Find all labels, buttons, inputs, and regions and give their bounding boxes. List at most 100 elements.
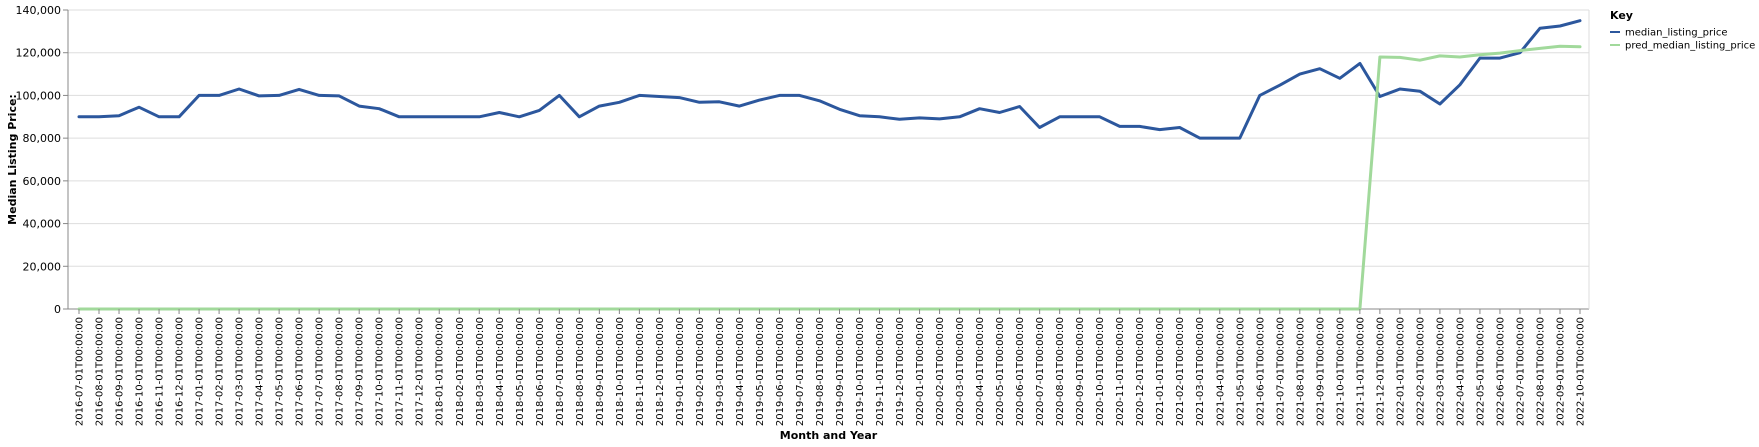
x-tick-label: 2017-05-01T00:00:00 — [275, 317, 286, 426]
y-tick-label: 0 — [54, 303, 61, 316]
x-tick-label: 2019-06-01T00:00:00 — [775, 317, 786, 426]
x-tick-label: 2017-10-01T00:00:00 — [375, 317, 386, 426]
y-tick-label: 100,000 — [16, 89, 62, 102]
x-tick-label: 2017-02-01T00:00:00 — [215, 317, 226, 426]
x-tick-label: 2022-10-01T00:00:00 — [1576, 317, 1587, 426]
x-tick-label: 2020-04-01T00:00:00 — [975, 317, 986, 426]
x-tick-label: 2018-08-01T00:00:00 — [575, 317, 586, 426]
x-tick-label: 2021-07-01T00:00:00 — [1275, 317, 1286, 426]
x-tick-label: 2016-09-01T00:00:00 — [115, 317, 126, 426]
series-lines — [77, 19, 1582, 311]
series-line-median-listing-price — [77, 19, 1582, 140]
x-tick-label: 2020-09-01T00:00:00 — [1075, 317, 1086, 426]
x-tick-label: 2018-07-01T00:00:00 — [555, 317, 566, 426]
x-tick-label: 2019-03-01T00:00:00 — [715, 317, 726, 426]
x-tick-label: 2018-11-01T00:00:00 — [635, 317, 646, 426]
y-tick-label: 80,000 — [23, 132, 62, 145]
x-tick-label: 2019-12-01T00:00:00 — [895, 317, 906, 426]
x-tick-label: 2019-01-01T00:00:00 — [675, 317, 686, 426]
x-tick-label: 2017-03-01T00:00:00 — [235, 317, 246, 426]
x-tick-label: 2020-11-01T00:00:00 — [1115, 317, 1126, 426]
x-tick-label: 2019-07-01T00:00:00 — [795, 317, 806, 426]
series-line-pred-median-listing-price — [77, 44, 1582, 311]
x-tick-label: 2019-02-01T00:00:00 — [695, 317, 706, 426]
x-tick-label: 2022-03-01T00:00:00 — [1435, 317, 1446, 426]
x-tick-label: 2021-10-01T00:00:00 — [1335, 317, 1346, 426]
x-tick-label: 2021-11-01T00:00:00 — [1355, 317, 1366, 426]
x-tick-label: 2022-01-01T00:00:00 — [1395, 317, 1406, 426]
x-axis-title: Month and Year — [780, 429, 878, 442]
legend: Key median_listing_price pred_median_list… — [1610, 9, 1755, 52]
x-tick-label: 2018-02-01T00:00:00 — [455, 317, 466, 426]
x-tick-label: 2018-05-01T00:00:00 — [515, 317, 526, 426]
x-tick-label: 2017-07-01T00:00:00 — [315, 317, 326, 426]
x-tick-label: 2019-08-01T00:00:00 — [815, 317, 826, 426]
gridlines — [68, 9, 1589, 310]
x-tick-label: 2022-02-01T00:00:00 — [1415, 317, 1426, 426]
x-tick-label: 2018-09-01T00:00:00 — [595, 317, 606, 426]
x-tick-label: 2020-10-01T00:00:00 — [1095, 317, 1106, 426]
x-tick-label: 2021-09-01T00:00:00 — [1315, 317, 1326, 426]
legend-title: Key — [1610, 9, 1633, 22]
x-tick-label: 2017-04-01T00:00:00 — [255, 317, 266, 426]
x-tick-label: 2021-04-01T00:00:00 — [1215, 317, 1226, 426]
x-tick-label: 2016-07-01T00:00:00 — [75, 317, 86, 426]
legend-label: median_listing_price — [1625, 28, 1728, 39]
x-tick-label: 2022-09-01T00:00:00 — [1556, 317, 1567, 426]
x-tick-label: 2022-07-01T00:00:00 — [1516, 317, 1527, 426]
x-tick-label: 2021-08-01T00:00:00 — [1295, 317, 1306, 426]
y-axis-title: Median Listing Price: — [6, 94, 19, 225]
x-tick-labels: 2016-07-01T00:00:00 2016-08-01T00:00:00 20… — [75, 309, 1587, 426]
x-tick-label: 2016-11-01T00:00:00 — [155, 317, 166, 426]
x-tick-label: 2021-05-01T00:00:00 — [1235, 317, 1246, 426]
x-tick-label: 2021-03-01T00:00:00 — [1195, 317, 1206, 426]
x-tick-label: 2022-05-01T00:00:00 — [1475, 317, 1486, 426]
axes — [67, 10, 1590, 310]
x-tick-label: 2019-11-01T00:00:00 — [875, 317, 886, 426]
x-tick-label: 2016-08-01T00:00:00 — [95, 317, 106, 426]
x-tick-label: 2019-05-01T00:00:00 — [755, 317, 766, 426]
y-tick-label: 40,000 — [23, 218, 62, 231]
x-tick-label: 2021-02-01T00:00:00 — [1175, 317, 1186, 426]
x-tick-label: 2018-10-01T00:00:00 — [615, 317, 626, 426]
x-tick-label: 2018-06-01T00:00:00 — [535, 317, 546, 426]
x-tick-label: 2019-04-01T00:00:00 — [735, 317, 746, 426]
x-tick-label: 2016-10-01T00:00:00 — [135, 317, 146, 426]
x-tick-label: 2020-03-01T00:00:00 — [955, 317, 966, 426]
x-tick-label: 2022-08-01T00:00:00 — [1536, 317, 1547, 426]
x-tick-label: 2017-06-01T00:00:00 — [295, 317, 306, 426]
y-tick-label: 60,000 — [23, 175, 62, 188]
x-tick-label: 2020-02-01T00:00:00 — [935, 317, 946, 426]
y-tick-label: 140,000 — [16, 4, 62, 17]
x-tick-label: 2019-09-01T00:00:00 — [835, 317, 846, 426]
x-tick-label: 2019-10-01T00:00:00 — [855, 317, 866, 426]
x-tick-label: 2020-05-01T00:00:00 — [995, 317, 1006, 426]
x-tick-label: 2018-04-01T00:00:00 — [495, 317, 506, 426]
x-tick-label: 2018-03-01T00:00:00 — [475, 317, 486, 426]
x-tick-label: 2020-08-01T00:00:00 — [1055, 317, 1066, 426]
x-tick-label: 2021-12-01T00:00:00 — [1375, 317, 1386, 426]
x-tick-label: 2020-01-01T00:00:00 — [915, 317, 926, 426]
x-tick-label: 2017-12-01T00:00:00 — [415, 317, 426, 426]
x-tick-label: 2021-01-01T00:00:00 — [1155, 317, 1166, 426]
x-tick-label: 2017-11-01T00:00:00 — [395, 317, 406, 426]
x-tick-label: 2017-09-01T00:00:00 — [355, 317, 366, 426]
x-tick-label: 2020-06-01T00:00:00 — [1015, 317, 1026, 426]
y-tick-label: 20,000 — [23, 260, 62, 273]
x-tick-label: 2017-01-01T00:00:00 — [195, 317, 206, 426]
x-tick-label: 2017-08-01T00:00:00 — [335, 317, 346, 426]
y-tick-labels: 0 20,000 40,000 60,000 80,000 100,000 120,000 1… — [16, 4, 68, 316]
x-tick-label: 2022-04-01T00:00:00 — [1455, 317, 1466, 426]
x-tick-label: 2018-12-01T00:00:00 — [655, 317, 666, 426]
x-tick-label: 2016-12-01T00:00:00 — [175, 317, 186, 426]
legend-items: median_listing_price pred_median_listing_… — [1610, 28, 1755, 52]
y-tick-label: 120,000 — [16, 47, 62, 60]
legend-label: pred_median_listing_price — [1625, 41, 1755, 52]
x-tick-label: 2021-06-01T00:00:00 — [1255, 317, 1266, 426]
x-tick-label: 2022-06-01T00:00:00 — [1495, 317, 1506, 426]
x-tick-label: 2020-07-01T00:00:00 — [1035, 317, 1046, 426]
x-tick-label: 2020-12-01T00:00:00 — [1135, 317, 1146, 426]
x-tick-label: 2018-01-01T00:00:00 — [435, 317, 446, 426]
